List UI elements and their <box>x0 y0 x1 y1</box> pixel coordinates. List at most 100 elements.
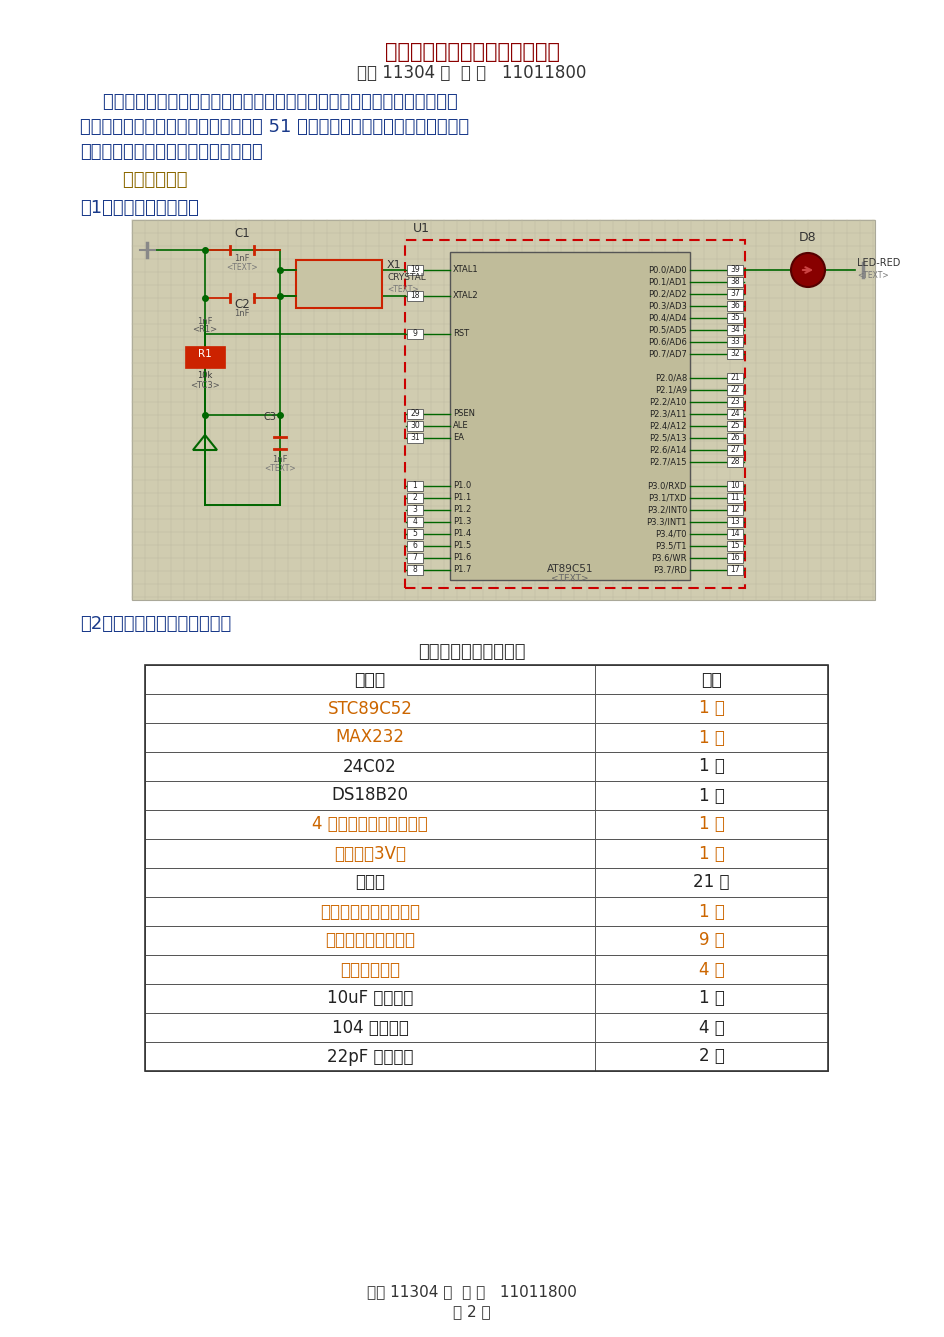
Text: 25: 25 <box>730 421 739 431</box>
Text: P3.6/WR: P3.6/WR <box>650 554 686 563</box>
Text: 光电 11304 班  许 飞   11011800: 光电 11304 班 许 飞 11011800 <box>366 1285 577 1300</box>
Text: P3.7/RD: P3.7/RD <box>652 566 686 575</box>
Text: 小按键: 小按键 <box>355 873 384 892</box>
Text: 蜂鸣器（3V）: 蜂鸣器（3V） <box>333 845 406 862</box>
Text: C1: C1 <box>234 227 249 241</box>
Text: 发光二极管（大型）: 发光二极管（大型） <box>325 932 414 949</box>
Bar <box>726 337 742 348</box>
Text: <TEXT>: <TEXT> <box>387 285 418 294</box>
Text: 10uF 电解电容: 10uF 电解电容 <box>327 989 413 1008</box>
Bar <box>144 1042 827 1071</box>
Text: 4 个: 4 个 <box>698 1019 724 1036</box>
Text: 30: 30 <box>410 421 419 431</box>
Text: 单片机学习板元件清单: 单片机学习板元件清单 <box>418 643 525 660</box>
Text: 31: 31 <box>410 433 419 443</box>
Text: DS18B20: DS18B20 <box>331 786 408 805</box>
Text: P2.5/A13: P2.5/A13 <box>649 433 686 443</box>
Text: P2.6/A14: P2.6/A14 <box>649 445 686 455</box>
Text: C3: C3 <box>263 412 277 422</box>
Bar <box>726 397 742 406</box>
Text: P3.2/INT0: P3.2/INT0 <box>646 505 686 515</box>
Text: 1nF: 1nF <box>234 254 249 263</box>
Text: P1.6: P1.6 <box>452 554 471 563</box>
Text: 13: 13 <box>730 517 739 527</box>
Bar <box>144 751 827 781</box>
Text: AT89C51: AT89C51 <box>547 564 593 574</box>
Bar <box>407 409 423 418</box>
Text: 1 个: 1 个 <box>698 902 724 920</box>
Text: C2: C2 <box>234 298 249 312</box>
Text: 22pF 瓷片电容: 22pF 瓷片电容 <box>327 1047 413 1066</box>
Text: P0.0/AD0: P0.0/AD0 <box>648 266 686 274</box>
Text: 22: 22 <box>730 385 739 394</box>
Bar <box>144 723 827 751</box>
Text: 35: 35 <box>730 313 739 322</box>
Text: 18: 18 <box>410 291 419 301</box>
Text: 它可以满足单片机课程中的常规实验。: 它可以满足单片机课程中的常规实验。 <box>80 143 262 160</box>
Text: P3.1/TXD: P3.1/TXD <box>648 493 686 503</box>
Bar <box>407 329 423 340</box>
Text: 5: 5 <box>413 529 417 539</box>
Text: 21 个: 21 个 <box>693 873 729 892</box>
Text: （2）、单片机学习板元件清单: （2）、单片机学习板元件清单 <box>80 615 231 632</box>
Bar <box>407 481 423 491</box>
Text: <R1>: <R1> <box>193 325 217 334</box>
Text: P3.4/T0: P3.4/T0 <box>655 529 686 539</box>
Text: 数量: 数量 <box>700 670 721 689</box>
Bar <box>726 541 742 551</box>
Bar <box>144 781 827 810</box>
Bar <box>407 265 423 275</box>
Text: 4 位一体数码管（中型）: 4 位一体数码管（中型） <box>312 816 428 833</box>
Text: P1.0: P1.0 <box>452 481 471 491</box>
Bar <box>144 664 827 1071</box>
Text: 《单片机原理与应用》课程设计: 《单片机原理与应用》课程设计 <box>384 41 559 62</box>
Text: P2.0/A8: P2.0/A8 <box>654 373 686 382</box>
Bar <box>726 301 742 312</box>
Text: <TEXT>: <TEXT> <box>856 271 887 279</box>
Bar <box>295 259 381 308</box>
Text: 28: 28 <box>730 457 739 467</box>
Text: XTAL1: XTAL1 <box>452 266 478 274</box>
Text: 4 个: 4 个 <box>698 960 724 979</box>
Text: 33: 33 <box>730 337 739 346</box>
Text: 1: 1 <box>413 481 417 491</box>
Bar <box>144 1013 827 1042</box>
Text: P2.4/A12: P2.4/A12 <box>649 421 686 431</box>
Bar <box>144 897 827 927</box>
Text: 32: 32 <box>730 349 739 358</box>
Bar <box>726 517 742 527</box>
Text: 17: 17 <box>730 566 739 575</box>
Bar <box>405 241 744 588</box>
Bar <box>726 433 742 443</box>
Text: 2: 2 <box>413 493 417 503</box>
Text: 7: 7 <box>413 554 417 563</box>
Text: 10: 10 <box>730 481 739 491</box>
Text: 6: 6 <box>413 541 417 551</box>
Text: （1）、单片机最小系统: （1）、单片机最小系统 <box>80 199 198 217</box>
Bar <box>407 566 423 575</box>
Bar <box>407 541 423 551</box>
Text: P2.7/A15: P2.7/A15 <box>649 457 686 467</box>
Text: STC89C52: STC89C52 <box>328 699 412 718</box>
Bar <box>726 554 742 563</box>
Bar <box>726 409 742 418</box>
Text: 104 瓷片电容: 104 瓷片电容 <box>331 1019 408 1036</box>
Bar <box>132 221 874 600</box>
Text: P3.3/INT1: P3.3/INT1 <box>646 517 686 527</box>
Bar <box>726 481 742 491</box>
Bar <box>407 421 423 431</box>
Text: P1.5: P1.5 <box>452 541 471 551</box>
Text: EA: EA <box>452 433 464 443</box>
Bar <box>726 277 742 287</box>
Text: 39: 39 <box>730 266 739 274</box>
Text: 1nF: 1nF <box>234 309 249 318</box>
Bar <box>726 313 742 324</box>
Text: 2 个: 2 个 <box>698 1047 724 1066</box>
Bar <box>144 840 827 868</box>
Bar <box>407 517 423 527</box>
Text: P0.2/AD2: P0.2/AD2 <box>648 290 686 298</box>
Text: P1.3: P1.3 <box>452 517 471 527</box>
Text: 4: 4 <box>413 517 417 527</box>
Bar <box>144 868 827 897</box>
Text: 36: 36 <box>730 302 739 310</box>
